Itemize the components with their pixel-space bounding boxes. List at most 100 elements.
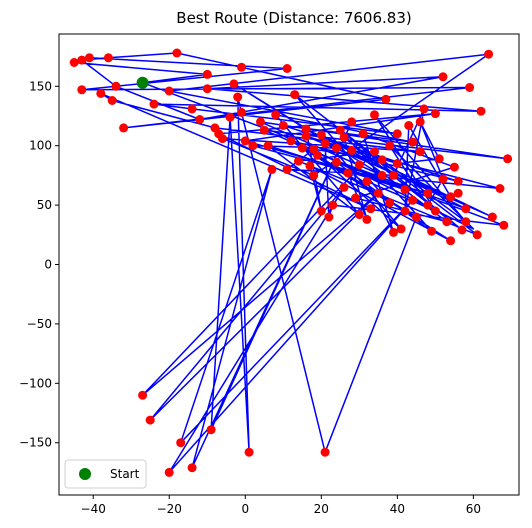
city-point (335, 125, 345, 135)
city-point (237, 62, 246, 72)
city-point (396, 224, 406, 234)
city-point (278, 121, 288, 130)
y-tick-label: −50 (27, 317, 52, 331)
city-point (465, 83, 475, 92)
city-point (271, 110, 281, 120)
city-point (316, 130, 326, 140)
city-layer (69, 48, 513, 477)
city-point (385, 198, 395, 208)
city-point (237, 107, 246, 117)
city-point (362, 176, 372, 186)
city-point (294, 156, 303, 166)
city-point (145, 415, 155, 425)
city-point (354, 210, 364, 220)
city-point (446, 192, 456, 202)
city-point (347, 145, 357, 155)
y-tick-label: −150 (19, 436, 52, 450)
city-point (256, 117, 265, 127)
city-point (381, 94, 391, 104)
city-point (430, 206, 440, 216)
legend: Start (64, 459, 147, 489)
legend-start-marker (79, 468, 91, 480)
city-point (187, 463, 197, 473)
city-point (218, 134, 227, 144)
city-point (320, 447, 330, 457)
city-point (457, 225, 467, 235)
city-point (339, 182, 349, 192)
city-point (434, 154, 444, 164)
city-point (309, 144, 319, 154)
city-point (229, 79, 239, 89)
city-point (286, 136, 296, 146)
city-point (453, 188, 463, 198)
x-tick-label: 40 (390, 502, 405, 516)
city-point (423, 188, 433, 198)
city-point (164, 86, 174, 96)
city-point (370, 147, 379, 157)
city-point (366, 204, 376, 214)
city-point (111, 81, 121, 91)
route-line (73, 52, 509, 474)
start-point (136, 76, 149, 89)
y-tick-label: 150 (29, 79, 52, 93)
city-point (202, 84, 212, 94)
city-point (69, 58, 79, 67)
x-tick-label: 60 (466, 502, 481, 516)
city-point (415, 117, 425, 127)
city-point (389, 170, 398, 180)
city-point (385, 141, 395, 151)
city-point (461, 204, 471, 214)
city-point (347, 117, 357, 127)
city-point (358, 129, 368, 139)
city-point (446, 236, 456, 246)
plot-area (69, 48, 513, 477)
city-point (332, 157, 341, 167)
city-point (103, 53, 113, 63)
city-point (107, 96, 117, 105)
city-point (282, 164, 292, 174)
city-point (362, 214, 372, 224)
city-point (332, 143, 341, 153)
city-point (351, 193, 360, 203)
city-point (354, 160, 364, 170)
city-point (411, 212, 421, 222)
city-point (484, 49, 494, 59)
city-point (195, 115, 205, 124)
city-point (373, 188, 383, 198)
city-point (259, 125, 269, 135)
city-point (427, 226, 437, 236)
y-tick-label: 100 (29, 139, 52, 153)
city-point (309, 170, 319, 180)
chart-title: Best Route (Distance: 7606.83) (176, 9, 411, 27)
city-point (305, 161, 315, 171)
y-tick-label: −100 (19, 376, 52, 390)
city-point (339, 132, 349, 142)
city-point (449, 162, 459, 172)
city-point (297, 143, 307, 153)
city-point (472, 230, 482, 240)
route-layer (73, 52, 509, 474)
city-point (267, 164, 277, 174)
city-point (301, 131, 311, 141)
y-tick-label: 0 (44, 258, 52, 272)
city-point (290, 90, 300, 100)
city-point (408, 195, 418, 205)
city-point (316, 206, 326, 216)
city-point (377, 155, 387, 165)
city-point (77, 55, 87, 65)
city-point (96, 88, 106, 98)
city-point (377, 170, 387, 180)
city-point (149, 99, 159, 109)
city-point (408, 137, 418, 147)
city-point (77, 85, 87, 95)
x-axis: −40 −20 0 20 40 60 (81, 495, 481, 516)
city-point (438, 72, 448, 82)
city-point (324, 212, 334, 222)
city-point (404, 121, 414, 130)
city-point (202, 69, 212, 79)
legend-box (64, 459, 147, 489)
city-point (233, 92, 243, 102)
city-point (301, 124, 311, 134)
city-point (389, 227, 398, 237)
